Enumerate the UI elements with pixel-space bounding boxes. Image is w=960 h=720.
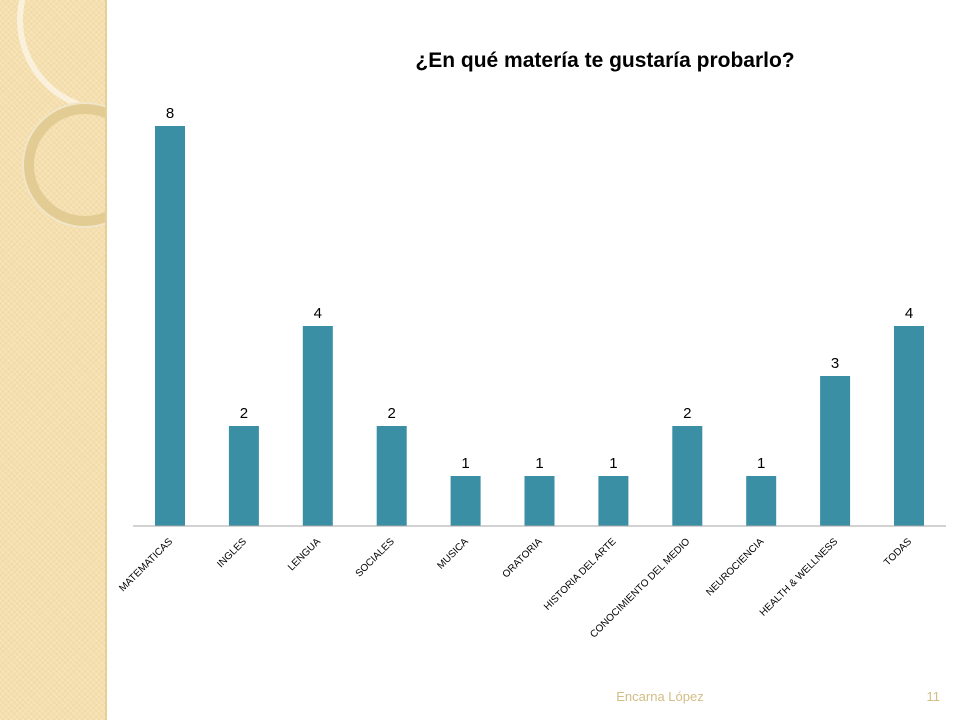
bar-sociales xyxy=(376,426,407,526)
bar-ingles xyxy=(228,426,259,526)
footer-author: Encarna López xyxy=(616,689,704,704)
data-label: 4 xyxy=(905,305,913,322)
bar-lengua xyxy=(302,326,333,526)
data-label: 2 xyxy=(683,405,691,422)
tick-label: HISTORIA DEL ARTE xyxy=(542,536,619,613)
data-label: 2 xyxy=(240,405,248,422)
page-number: 11 xyxy=(926,689,941,704)
data-label: 1 xyxy=(757,455,765,472)
tick-label: ORATORIA xyxy=(501,536,545,580)
data-label: 1 xyxy=(461,455,469,472)
data-label: 3 xyxy=(831,355,839,372)
decorative-side-panel xyxy=(0,0,105,720)
tick-label: INGLES xyxy=(215,536,249,570)
bar-musica xyxy=(450,476,481,526)
bar-todas xyxy=(894,326,924,526)
bar-neurociencia xyxy=(746,476,777,526)
tick-label: TODAS xyxy=(882,536,914,568)
data-label: 8 xyxy=(166,105,174,122)
data-label: 1 xyxy=(535,455,543,472)
bar-conocimiento-del-medio xyxy=(672,426,703,526)
side-panel-edge xyxy=(105,0,107,720)
bar-health-wellness xyxy=(820,376,851,526)
decorative-rings xyxy=(17,0,105,228)
bar-historia-del-arte xyxy=(598,476,629,526)
data-label: 4 xyxy=(314,305,322,322)
tick-label: LENGUA xyxy=(286,536,323,573)
chart-title: ¿En qué matería te gustaría probarlo? xyxy=(415,49,794,72)
tick-label: SOCIALES xyxy=(354,536,397,579)
tick-label: MUSICA xyxy=(435,536,471,572)
tick-label: NEUROCIENCIA xyxy=(704,536,766,598)
bar-oratoria xyxy=(524,476,555,526)
bar-matematicas xyxy=(155,126,185,526)
tick-label: MATEMATICAS xyxy=(117,536,175,594)
data-label: 2 xyxy=(388,405,396,422)
data-label: 1 xyxy=(609,455,617,472)
bars-group: 8 MATEMATICAS 2 INGLES 4 LENGUA 2 SOCIALES 1 MUSI… xyxy=(117,105,924,640)
tick-label: HEALTH & WELLNESS xyxy=(758,536,841,619)
